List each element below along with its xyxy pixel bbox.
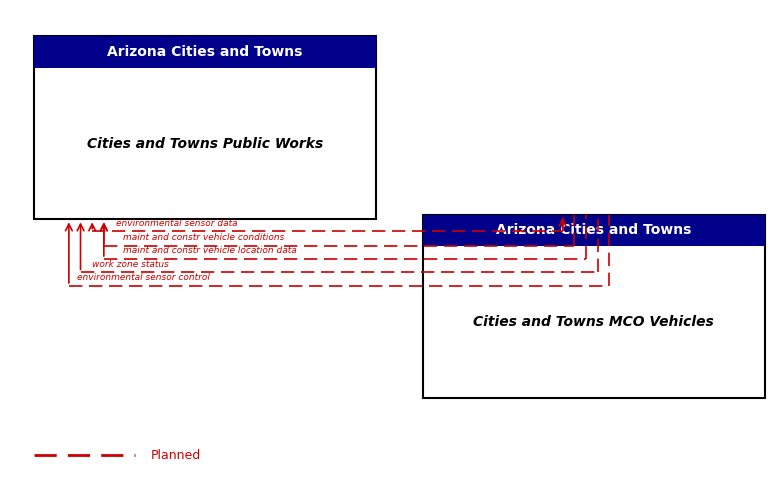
Text: Arizona Cities and Towns: Arizona Cities and Towns: [496, 223, 691, 237]
Text: maint and constr vehicle conditions: maint and constr vehicle conditions: [123, 233, 285, 242]
FancyBboxPatch shape: [423, 215, 765, 246]
Text: Planned: Planned: [150, 449, 200, 462]
FancyBboxPatch shape: [34, 37, 376, 220]
FancyBboxPatch shape: [34, 37, 376, 68]
Text: work zone status: work zone status: [92, 260, 169, 268]
FancyBboxPatch shape: [423, 215, 765, 397]
Text: maint and constr vehicle location data: maint and constr vehicle location data: [123, 246, 297, 255]
Text: environmental sensor data: environmental sensor data: [116, 219, 237, 227]
Text: Cities and Towns Public Works: Cities and Towns Public Works: [87, 136, 323, 150]
Text: Arizona Cities and Towns: Arizona Cities and Towns: [107, 45, 302, 59]
Text: Cities and Towns MCO Vehicles: Cities and Towns MCO Vehicles: [473, 315, 714, 329]
Text: environmental sensor control: environmental sensor control: [77, 273, 210, 282]
